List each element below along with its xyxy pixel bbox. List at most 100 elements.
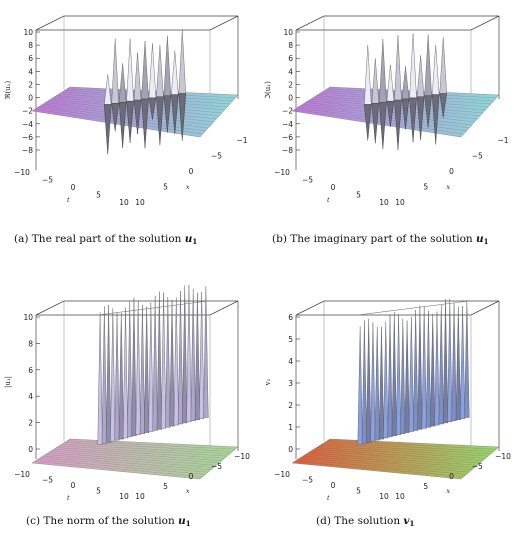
z-tick-label: 2	[28, 80, 33, 89]
panel-d: 6 5 4 3 2 1 0 v₁ −10 −5 0 5 10 t 10 5 0 −5 −10 x (d) The so…	[260, 267, 521, 534]
z-tick-label: −4	[22, 120, 33, 129]
z-tick-label: 4	[288, 357, 293, 366]
spike-up	[111, 38, 119, 104]
grid-line	[61, 443, 230, 455]
t-tick-label: 0	[331, 481, 336, 490]
t-tick-label: 0	[71, 183, 76, 192]
grid-line	[324, 90, 494, 102]
z-tick-label: −8	[22, 146, 33, 155]
z-tick-label: 5	[288, 335, 293, 344]
spike-up	[173, 297, 179, 426]
z-tick-label: 8	[28, 339, 33, 348]
x-axis-label: x	[446, 183, 450, 191]
spike-up	[141, 41, 149, 100]
x-tick-label: −1	[236, 136, 247, 145]
grid-line	[45, 454, 214, 468]
z-tick-label: 10	[23, 28, 33, 37]
spike-down	[104, 104, 112, 155]
z-tick-label: −2	[22, 107, 33, 116]
spike-up	[431, 45, 440, 95]
grid-line	[316, 447, 486, 459]
spike-up	[127, 300, 133, 438]
spike-up	[97, 312, 103, 445]
box-top-edge	[295, 15, 500, 31]
x-tick-label: −5	[472, 152, 483, 161]
spike-up	[361, 320, 368, 444]
spike-up	[421, 306, 427, 429]
caption-b-symbol: u	[476, 233, 484, 245]
spike-up	[169, 299, 175, 427]
spike-up	[131, 297, 137, 437]
spike-down	[364, 104, 372, 141]
caption-b-text: The imaginary part of the solution	[290, 233, 473, 245]
x-tick-label: 10	[135, 198, 145, 207]
box-top-edge	[35, 15, 239, 31]
t-tick-label: 10	[379, 492, 389, 501]
z-tick-label: 6	[288, 313, 293, 322]
t-tick-label: −5	[302, 176, 313, 185]
grid-line	[64, 442, 233, 452]
caption-b-subscript: 1	[483, 237, 489, 246]
grid-line	[319, 445, 489, 457]
spike-up	[194, 292, 201, 420]
x-tick-label: −5	[472, 462, 483, 471]
z-tick-label: 1	[288, 423, 293, 432]
z-tick-label: 2	[288, 80, 293, 89]
caption-d: (d) The solution v1	[316, 515, 414, 528]
z-axis-label: |u₁|	[4, 376, 12, 388]
grid-line	[64, 90, 233, 102]
spike-up	[171, 50, 179, 95]
x-tick-label: 10	[135, 492, 145, 501]
spike-up	[383, 321, 389, 439]
spike-up	[430, 313, 436, 427]
grid-line	[327, 440, 497, 450]
x-axis-label: x	[186, 487, 190, 495]
x-tick-label: 5	[423, 183, 428, 192]
grid-line	[294, 461, 464, 477]
z-tick-label: 6	[288, 54, 293, 63]
plot-norm: 10 8 6 4 2 0 |u₁| −10 −5 0 5 10 t 10 5 0 −5 −10 x	[4, 284, 250, 502]
z-tick-label: 0	[28, 94, 33, 103]
caption-a: (a) The real part of the solution u1	[14, 233, 197, 246]
spike-up	[110, 308, 116, 442]
x-axis-label: x	[446, 487, 450, 495]
spike-up	[163, 35, 172, 96]
spike-up	[386, 64, 395, 102]
spike-down	[126, 100, 134, 143]
spike-down	[178, 93, 186, 141]
z-axis-label: v₁	[264, 378, 272, 386]
spike-down	[386, 100, 395, 127]
spike-up	[404, 320, 410, 433]
caption-a-text: The real part of the solution	[31, 233, 182, 245]
t-tick-label: 5	[356, 191, 361, 200]
t-tick-label: −10	[14, 168, 30, 177]
spike-up	[160, 292, 167, 429]
spike-down	[371, 103, 380, 144]
spike-down	[118, 102, 127, 148]
spike-up	[400, 318, 406, 434]
grid-line	[302, 103, 472, 126]
t-tick-label: −10	[14, 470, 30, 479]
z-tick-label: 2	[28, 419, 33, 428]
spike-down	[133, 99, 142, 135]
caption-a-subscript: 1	[192, 237, 198, 246]
t-tick-label: −10	[274, 470, 290, 479]
spike-up	[459, 306, 466, 419]
spike-up	[182, 285, 188, 424]
t-tick-label: 10	[119, 492, 129, 501]
spike-up	[203, 286, 209, 418]
grid-line	[308, 452, 478, 466]
spike-up	[408, 316, 414, 432]
spike-up	[451, 302, 457, 421]
z-tick-label: 10	[23, 313, 33, 322]
t-axis-label: t	[327, 196, 330, 204]
spike-up	[364, 44, 372, 105]
box-top-edge	[295, 300, 500, 316]
z-tick-label: 4	[28, 392, 33, 401]
z-tick-label: 8	[288, 41, 293, 50]
spike-up	[425, 310, 432, 428]
panel-b: 10 8 6 4 2 0 −2 −4 −6 −8 ℑ(u₁) −10 −5 0 5 10 t 10 5 0 −5 −1 x …	[260, 0, 521, 267]
z-tick-label: 0	[288, 445, 293, 454]
grid-line	[305, 454, 475, 468]
